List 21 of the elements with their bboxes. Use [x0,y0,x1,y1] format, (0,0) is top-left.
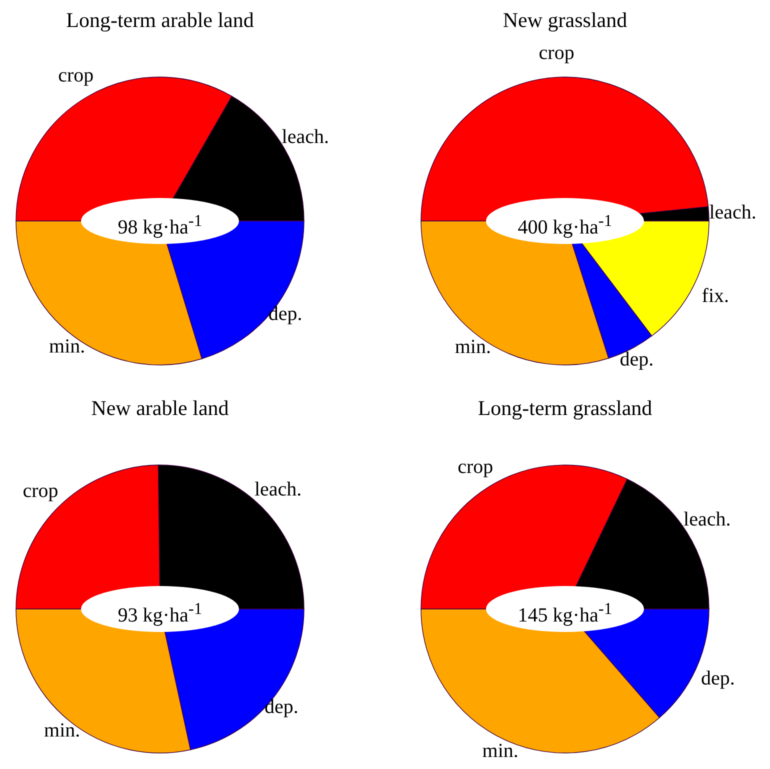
slice-label: crop [58,64,94,87]
slice-label: min. [482,740,518,762]
chart-title: Long-term arable land [65,8,255,33]
slice-label: crop [538,42,574,64]
slice-label: min. [454,336,491,358]
chart-title: Long-term grassland [476,396,654,421]
slice-label: leach. [282,126,329,148]
slice-label: dep. [620,348,654,371]
slice-label: leach. [254,478,302,500]
slice-label: fix. [702,284,730,307]
slice-label: crop [22,480,58,502]
slice-label: min. [49,335,86,358]
slice-label: min. [44,719,80,742]
chart-title: New grassland [502,8,628,33]
slice-label: leach. [684,508,731,530]
chart-title: New arable land [90,396,230,421]
slice-label: dep. [700,668,735,690]
slice-label: dep. [264,696,298,718]
slice-label: leach. [709,202,756,224]
slice-label: dep. [268,302,302,325]
slice-label: crop [458,456,494,478]
